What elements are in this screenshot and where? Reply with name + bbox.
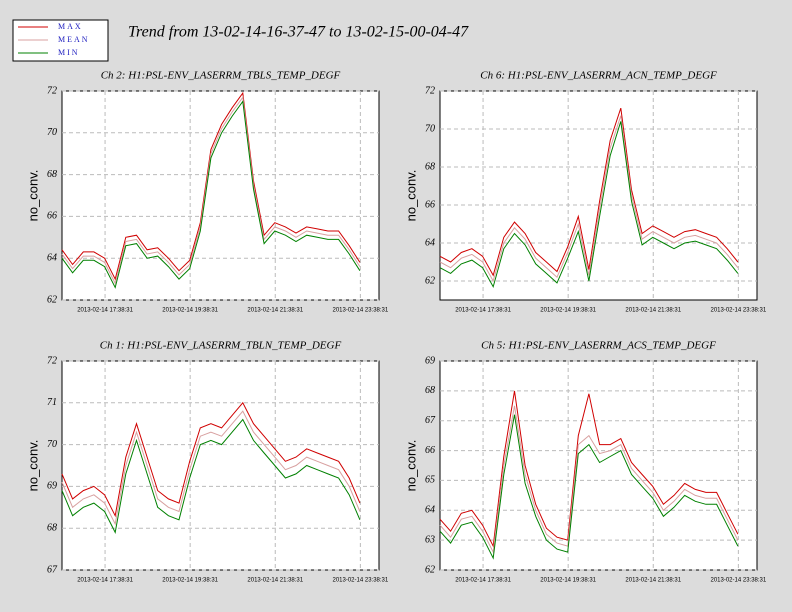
x-tick-label: 2013-02-14 21:38:31 (247, 578, 303, 584)
y-tick-label: 68 (425, 161, 435, 172)
x-tick-label: 2013-02-14 23:38:31 (333, 308, 389, 314)
y-tick-label: 62 (425, 564, 435, 575)
series-line (61, 418, 361, 534)
chart-title: Ch 2: H1:PSL-ENV_LASERRM_TBLS_TEMP_DEGF (101, 70, 341, 82)
x-tick-label: 2013-02-14 21:38:31 (625, 578, 681, 584)
y-axis-label: no_conv. (403, 170, 418, 222)
y-tick-label: 66 (425, 199, 435, 210)
chart-title: Ch 1: H1:PSL-ENV_LASERRM_TBLN_TEMP_DEGF (100, 340, 342, 352)
x-tick-label: 2013-02-14 19:38:31 (540, 578, 596, 584)
x-tick-label: 2013-02-14 17:38:31 (77, 578, 133, 584)
y-tick-label: 65 (425, 475, 435, 486)
series-line (439, 405, 739, 554)
y-tick-label: 69 (47, 481, 57, 492)
y-tick-label: 72 (47, 355, 57, 366)
x-tick-label: 2013-02-14 17:38:31 (455, 308, 511, 314)
y-tick-label: 68 (425, 385, 435, 396)
series-line (61, 91, 361, 281)
series-line (439, 414, 739, 560)
plot-area (439, 360, 758, 571)
x-tick-label: 2013-02-14 17:38:31 (455, 578, 511, 584)
series-line (439, 107, 739, 277)
chart-title: Ch 5: H1:PSL-ENV_LASERRM_ACS_TEMP_DEGF (481, 340, 716, 352)
plot-area (61, 360, 380, 571)
y-tick-label: 64 (47, 252, 57, 263)
x-tick-label: 2013-02-14 23:38:31 (711, 578, 767, 584)
y-tick-label: 68 (47, 169, 57, 180)
y-axis-label: no_conv. (403, 440, 418, 492)
y-tick-label: 70 (47, 439, 57, 450)
y-tick-label: 70 (47, 127, 57, 138)
series-line (439, 121, 739, 289)
series-line (61, 100, 361, 289)
y-tick-label: 70 (425, 123, 435, 134)
y-axis-label: no_conv. (25, 170, 40, 222)
x-tick-label: 2013-02-14 23:38:31 (333, 578, 389, 584)
y-tick-label: 66 (425, 445, 435, 456)
x-tick-label: 2013-02-14 19:38:31 (540, 308, 596, 314)
x-tick-label: 2013-02-14 23:38:31 (711, 308, 767, 314)
series-line (439, 390, 739, 548)
y-tick-label: 71 (47, 397, 57, 408)
x-tick-label: 2013-02-14 21:38:31 (247, 308, 303, 314)
y-tick-label: 63 (425, 534, 435, 545)
y-axis-label: no_conv. (25, 440, 40, 492)
y-tick-label: 62 (47, 294, 57, 305)
series-line (61, 410, 361, 526)
x-tick-label: 2013-02-14 19:38:31 (162, 578, 218, 584)
series-line (61, 95, 361, 285)
y-tick-label: 62 (425, 275, 435, 286)
x-tick-label: 2013-02-14 17:38:31 (77, 308, 133, 314)
series-line (61, 401, 361, 518)
y-tick-label: 68 (47, 522, 57, 533)
y-tick-label: 67 (425, 415, 436, 426)
plot-area (439, 90, 758, 301)
y-tick-label: 72 (47, 85, 57, 96)
y-tick-label: 67 (47, 564, 58, 575)
chart-title: Ch 6: H1:PSL-ENV_LASERRM_ACN_TEMP_DEGF (480, 70, 717, 82)
legend-label: MIN (58, 48, 80, 57)
y-tick-label: 66 (47, 211, 57, 222)
x-tick-label: 2013-02-14 21:38:31 (625, 308, 681, 314)
y-tick-label: 64 (425, 505, 435, 516)
legend-label: MEAN (58, 35, 90, 44)
y-tick-label: 72 (425, 85, 435, 96)
y-tick-label: 69 (425, 355, 435, 366)
series-line (439, 115, 739, 283)
y-tick-label: 64 (425, 237, 435, 248)
x-tick-label: 2013-02-14 19:38:31 (162, 308, 218, 314)
legend-label: MAX (58, 22, 83, 31)
page-title: Trend from 13-02-14-16-37-47 to 13-02-15… (128, 24, 469, 41)
